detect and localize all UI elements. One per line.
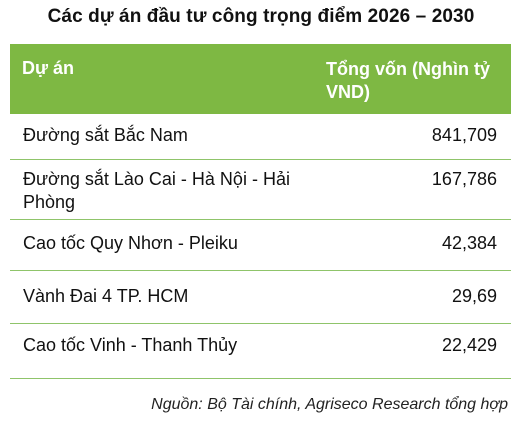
table-row: Đường sắt Lào Cai - Hà Nội - Hải Phòng 1… [10,160,511,220]
table-title: Các dự án đầu tư công trọng điểm 2026 – … [47,6,475,27]
row-capital: 42,384 [441,233,497,253]
row-capital: 167,786 [431,169,497,189]
row-project: Đường sắt Bắc Nam [23,125,188,145]
table-row: Vành Đai 4 TP. HCM 29,69 [10,271,511,324]
row-capital: 29,69 [451,286,497,306]
row-project: Đường sắt Lào Cai - Hà Nội - Hải Phòng [23,169,290,212]
row-project: Cao tốc Quy Nhơn - Pleiku [23,233,238,253]
header-capital: Tổng vốn (Nghìn tỷ VND) [326,59,490,102]
header-project: Dự án [22,58,75,78]
table-row: Cao tốc Quy Nhơn - Pleiku 42,384 [10,220,511,271]
table-row: Cao tốc Vinh - Thanh Thủy 22,429 [10,324,511,379]
table-row: Đường sắt Bắc Nam 841,709 [10,114,511,160]
projects-table: Dự án Tổng vốn (Nghìn tỷ VND) Đường sắt … [10,44,511,379]
row-project: Vành Đai 4 TP. HCM [23,286,189,306]
row-capital: 841,709 [431,125,497,145]
row-project: Cao tốc Vinh - Thanh Thủy [23,335,238,355]
table-header: Dự án Tổng vốn (Nghìn tỷ VND) [10,44,511,114]
source-note: Nguồn: Bộ Tài chính, Agriseco Research t… [151,396,508,413]
row-capital: 22,429 [441,335,497,355]
